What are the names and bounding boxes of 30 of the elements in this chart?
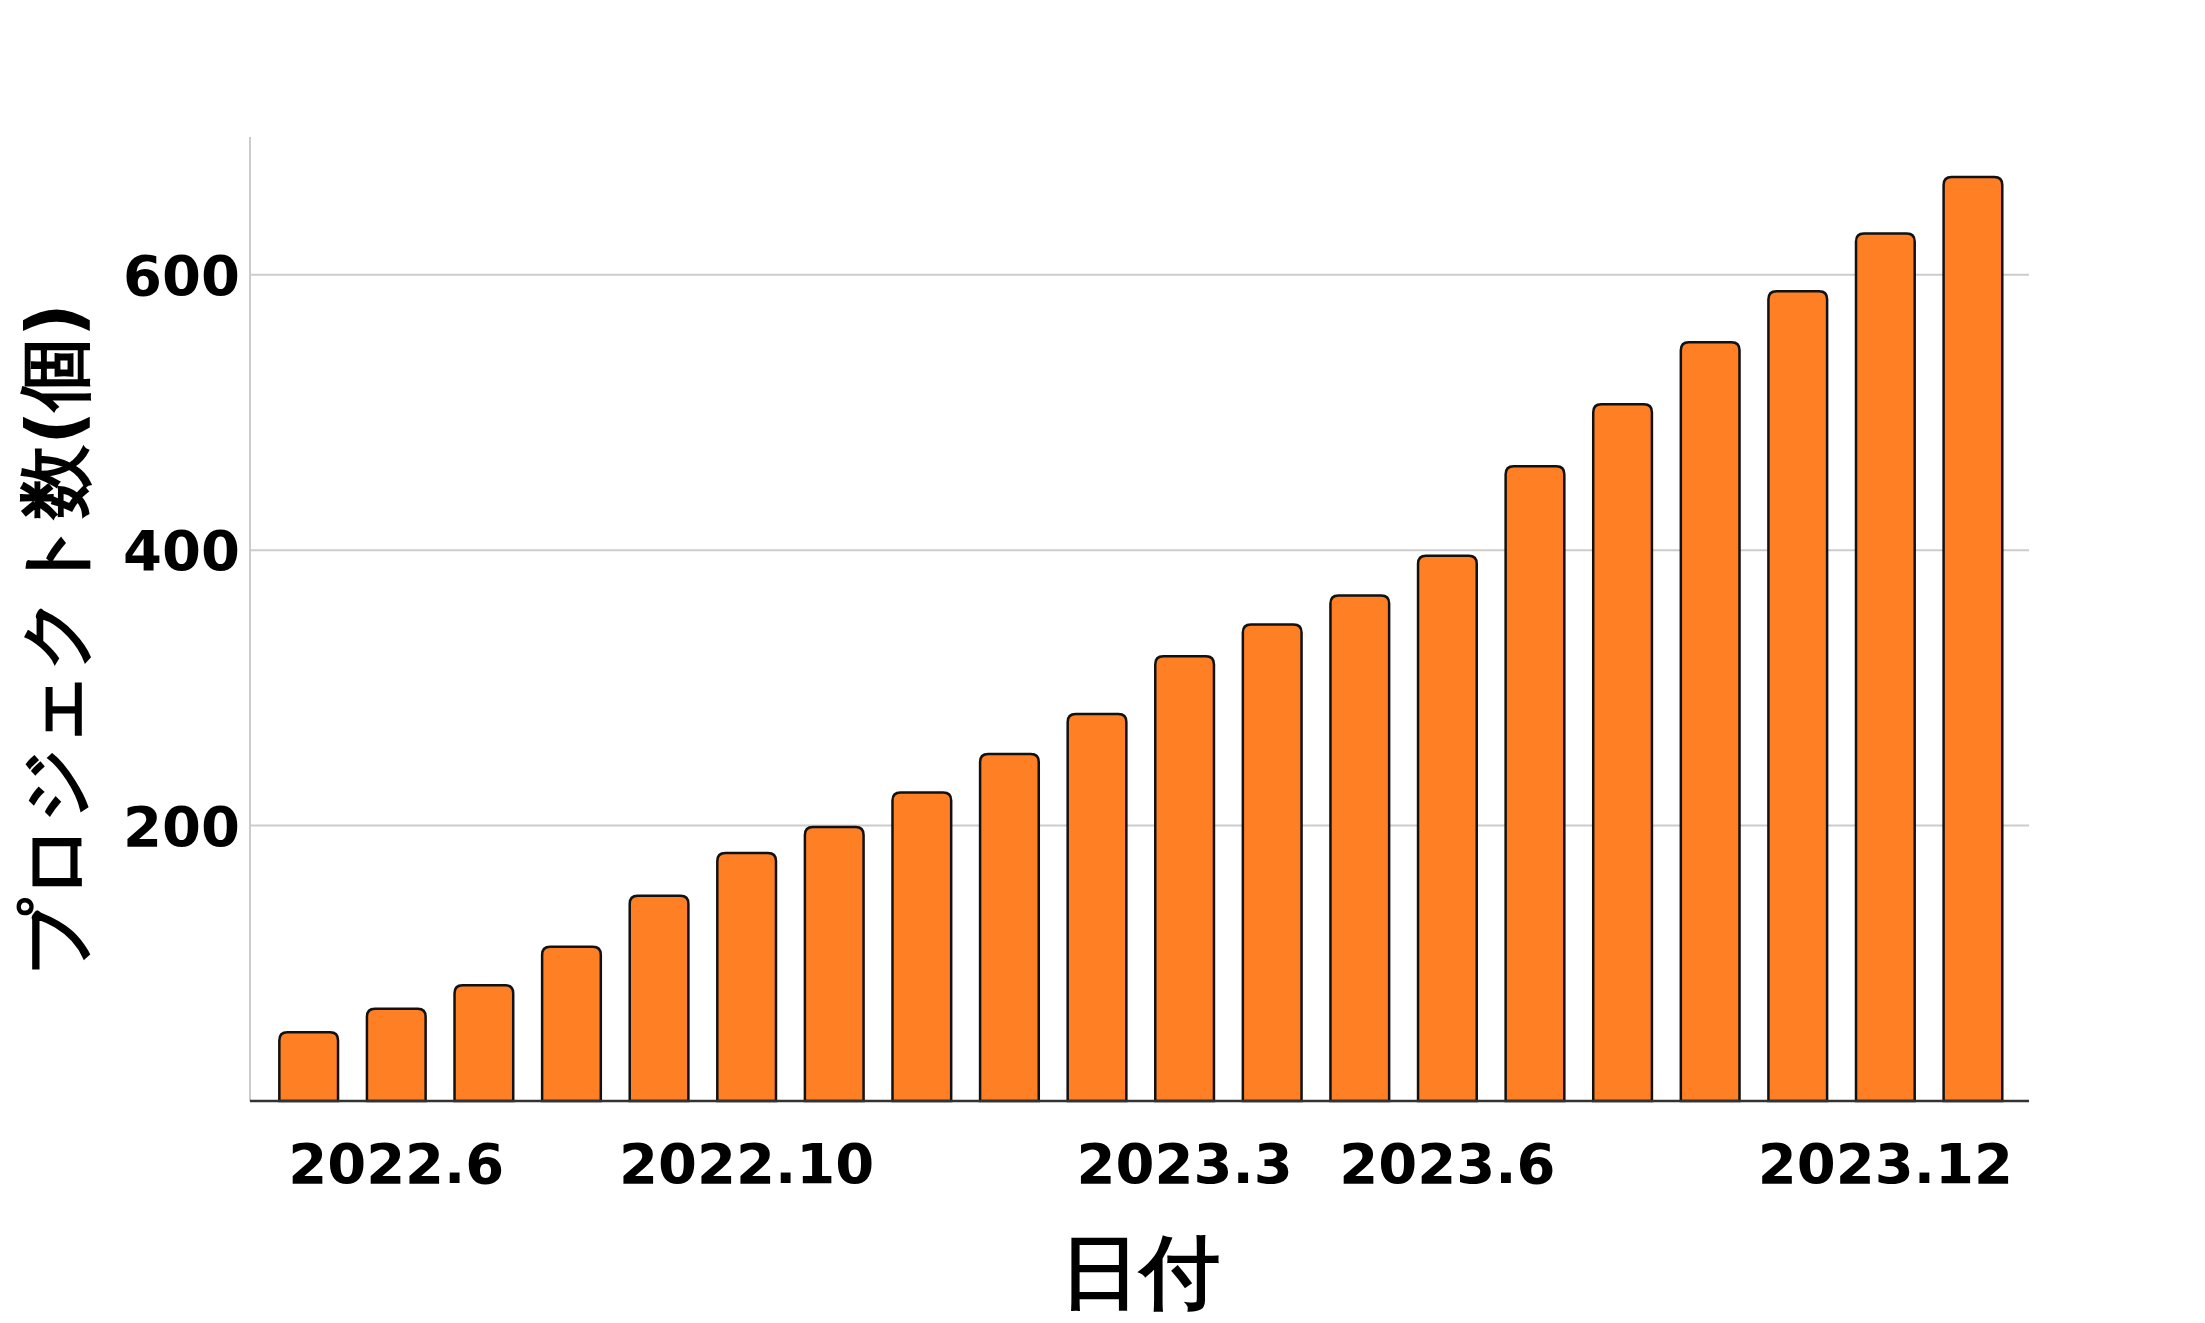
bar	[1241, 623, 1303, 1103]
y-tick-label: 200	[123, 793, 240, 859]
bar	[540, 945, 603, 1103]
bar	[891, 791, 953, 1103]
bar	[1679, 340, 1741, 1103]
x-tick-label: 2023.12	[1757, 1131, 2013, 1196]
bar	[1767, 289, 1829, 1103]
bar	[1591, 402, 1654, 1103]
bar	[1416, 554, 1478, 1103]
y-axis-title: プロジェクト数(個)	[11, 303, 97, 975]
bar	[1066, 712, 1128, 1103]
y-tick-label: 600	[123, 242, 240, 308]
bar	[716, 851, 778, 1103]
y-tick-label: 400	[123, 518, 240, 584]
bar	[803, 825, 865, 1103]
bar	[1854, 232, 1916, 1103]
bar	[1154, 654, 1216, 1103]
x-tick-label: 2023.6	[1339, 1131, 1556, 1196]
bar	[278, 1030, 340, 1103]
bar	[1329, 594, 1391, 1103]
x-tick-label: 2023.3	[1076, 1131, 1293, 1196]
bar	[1504, 464, 1566, 1103]
x-tick-label: 2022.10	[619, 1131, 875, 1196]
bar	[453, 984, 515, 1103]
bar	[628, 894, 690, 1103]
bar	[365, 1007, 427, 1103]
x-axis-title: 日付	[1059, 1226, 1220, 1319]
x-tick-label: 2022.6	[288, 1131, 505, 1196]
bar	[1942, 175, 2004, 1103]
bar	[978, 752, 1041, 1103]
